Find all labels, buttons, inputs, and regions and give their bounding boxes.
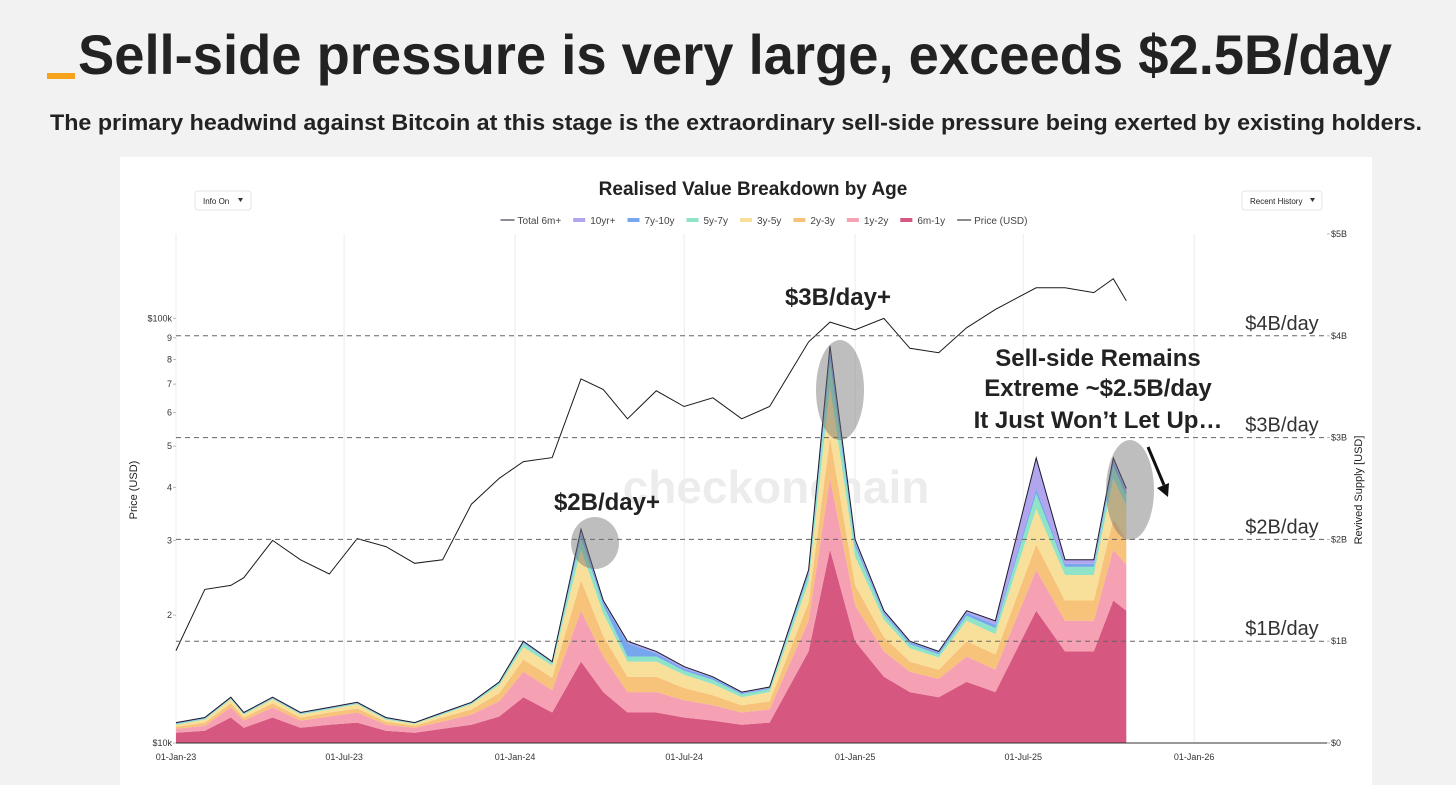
reference-label: $3B/day: [1245, 415, 1318, 437]
arrow-shaft: [1146, 446, 1166, 486]
y2-axis-label: Revived Supply [USD]: [1353, 436, 1365, 545]
highlight: [816, 340, 864, 440]
y-tick-label: 3: [167, 535, 172, 545]
page-title: Sell-side pressure is very large, exceed…: [78, 23, 1392, 86]
y2-tick-label: $4B: [1331, 331, 1347, 341]
legend-label: 3y-5y: [757, 216, 781, 227]
legend-label: 7y-10y: [644, 216, 674, 227]
y-axis-label: Price (USD): [128, 461, 140, 520]
y-tick-label: 4: [167, 482, 172, 492]
y-tick-label: $100k: [147, 313, 172, 323]
overlay: $4B/day $3B/day $2B/day $1B/day $2B/day+ $3B/…: [554, 284, 1319, 640]
chart-title: Realised Value Breakdown by Age: [599, 179, 908, 200]
line: [175, 277, 1127, 651]
chart-panel: [120, 157, 1372, 785]
annotation: Extreme ~$2.5B/day: [984, 375, 1212, 402]
annotation: $2B/day+: [554, 489, 660, 516]
x-tick-label: 01-Jan-24: [495, 752, 536, 762]
y-tick-label: 2: [167, 610, 172, 620]
y-tick-label: 7: [167, 379, 172, 389]
y2-tick-label: $2B: [1331, 534, 1347, 544]
y-tick-label: 6: [167, 408, 172, 418]
y-tick-label: 9: [167, 333, 172, 343]
legend-label: 2y-3y: [810, 216, 834, 227]
dropdown-arrow: [1310, 198, 1315, 202]
legend-label: 10yr+: [590, 216, 615, 227]
y-tick-label: 8: [167, 355, 172, 365]
y2-tick-label: $5B: [1331, 229, 1347, 239]
info-dropdown[interactable]: [194, 190, 252, 211]
x-tick-label: 01-Jan-26: [1174, 752, 1215, 762]
y-tick-label: 5: [167, 441, 172, 451]
annotation: Sell-side Remains: [995, 345, 1200, 372]
x-tick-label: 01-Jul-24: [665, 752, 703, 762]
legend-label: Total 6m+: [518, 216, 562, 227]
legend-label: Price (USD): [974, 216, 1027, 227]
y-tick-label: $10k: [152, 738, 172, 748]
reference-label: $1B/day: [1245, 618, 1318, 640]
dropdown-arrow: [238, 198, 243, 202]
legend: Total 6m+ 10yr+ 7y-10y 5y-7y 3y-5y 2y-3y 1y-2y…: [500, 216, 1027, 227]
plot-area: 01-Jan-23 01-Jul-23 01-Jan-24 01-Jul-24 01-J…: [147, 216, 1347, 762]
area: [176, 478, 1127, 733]
annotation: $3B/day+: [785, 284, 891, 311]
highlight: [1106, 440, 1154, 540]
reference-label: $2B/day: [1245, 516, 1318, 538]
x-tick-label: 01-Jan-25: [835, 752, 876, 762]
x-tick-label: 01-Jul-25: [1004, 752, 1042, 762]
annotation: It Just Won’t Let Up…: [974, 407, 1223, 434]
reference-label: $4B/day: [1245, 313, 1318, 335]
page-subtitle: The primary headwind against Bitcoin at …: [50, 110, 1422, 135]
area: [176, 549, 1127, 743]
x-tick-label: 01-Jul-23: [325, 752, 363, 762]
y2-tick-label: $1B: [1331, 636, 1347, 646]
legend-label: 6m-1y: [917, 216, 945, 227]
watermark: checkonchain: [623, 461, 930, 513]
y2-tick-label: $3B: [1331, 433, 1347, 443]
history-dropdown[interactable]: [1241, 190, 1323, 211]
arrow-head: [1157, 483, 1169, 497]
legend-label: 1y-2y: [864, 216, 888, 227]
line: [175, 345, 1127, 724]
y2-tick-label: $0: [1331, 738, 1341, 748]
highlight: [571, 517, 619, 569]
title-accent: [47, 73, 75, 79]
x-tick-label: 01-Jan-23: [156, 752, 197, 762]
legend-label: 5y-7y: [704, 216, 728, 227]
history-dropdown-label[interactable]: Recent History: [1250, 197, 1302, 206]
info-dropdown-label[interactable]: Info On: [203, 197, 229, 206]
